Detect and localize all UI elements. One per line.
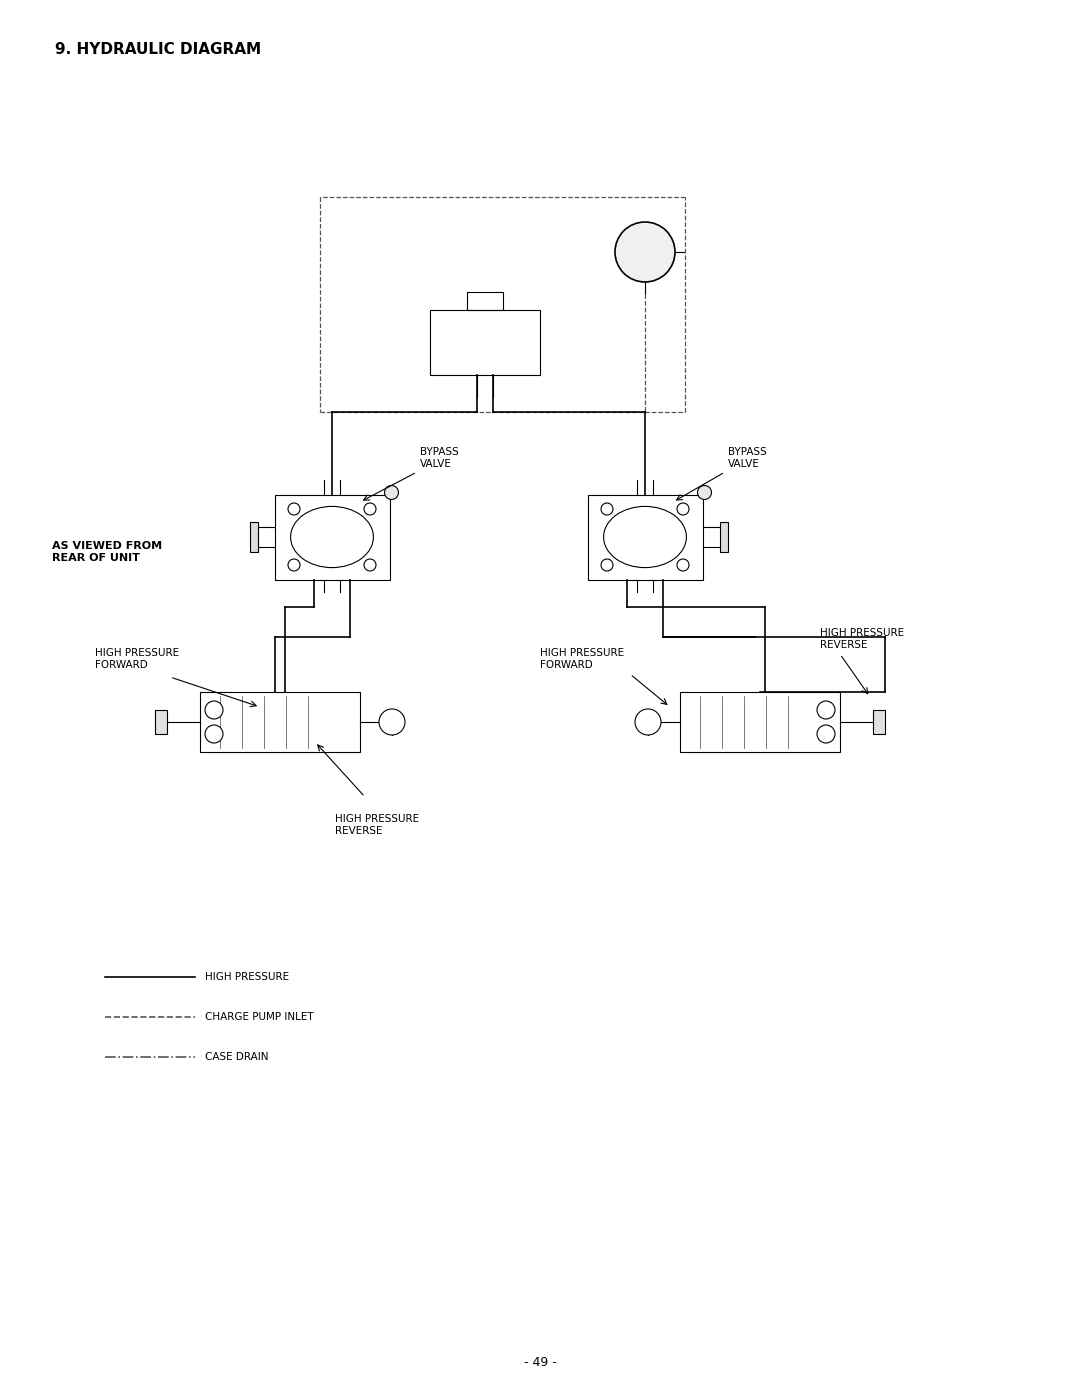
Text: CHARGE PUMP INLET: CHARGE PUMP INLET — [205, 1011, 313, 1023]
Text: BYPASS
VALVE: BYPASS VALVE — [420, 447, 459, 469]
Circle shape — [816, 725, 835, 743]
Bar — [274, 495, 390, 580]
Text: BYPASS
VALVE: BYPASS VALVE — [728, 447, 767, 469]
Circle shape — [205, 701, 222, 719]
Text: HIGH PRESSURE: HIGH PRESSURE — [205, 972, 289, 982]
Circle shape — [816, 701, 835, 719]
Bar — [249, 522, 257, 552]
Text: HIGH PRESSURE
FORWARD: HIGH PRESSURE FORWARD — [95, 648, 179, 671]
Bar — [680, 692, 840, 752]
Circle shape — [698, 486, 712, 500]
Ellipse shape — [604, 506, 687, 567]
Bar — [719, 522, 728, 552]
Bar — [430, 310, 540, 374]
Circle shape — [677, 503, 689, 515]
Circle shape — [205, 725, 222, 743]
Circle shape — [364, 503, 376, 515]
Text: 9. HYDRAULIC DIAGRAM: 9. HYDRAULIC DIAGRAM — [55, 42, 261, 57]
Text: HIGH PRESSURE
REVERSE: HIGH PRESSURE REVERSE — [335, 814, 419, 835]
Bar — [467, 292, 503, 310]
Circle shape — [364, 559, 376, 571]
Circle shape — [635, 710, 661, 735]
Text: HIGH PRESSURE
REVERSE: HIGH PRESSURE REVERSE — [820, 629, 904, 650]
Text: AS VIEWED FROM
REAR OF UNIT: AS VIEWED FROM REAR OF UNIT — [52, 541, 162, 563]
Text: - 49 -: - 49 - — [524, 1355, 556, 1369]
Circle shape — [600, 559, 613, 571]
Text: HIGH PRESSURE
FORWARD: HIGH PRESSURE FORWARD — [540, 648, 624, 671]
Text: CASE DRAIN: CASE DRAIN — [205, 1052, 269, 1062]
Bar — [588, 495, 702, 580]
Circle shape — [384, 486, 399, 500]
Circle shape — [615, 222, 675, 282]
Circle shape — [600, 503, 613, 515]
Bar — [873, 710, 885, 733]
Bar — [156, 710, 167, 733]
Circle shape — [677, 559, 689, 571]
Circle shape — [288, 559, 300, 571]
Ellipse shape — [291, 506, 374, 567]
Bar — [200, 692, 360, 752]
Circle shape — [379, 710, 405, 735]
Circle shape — [288, 503, 300, 515]
